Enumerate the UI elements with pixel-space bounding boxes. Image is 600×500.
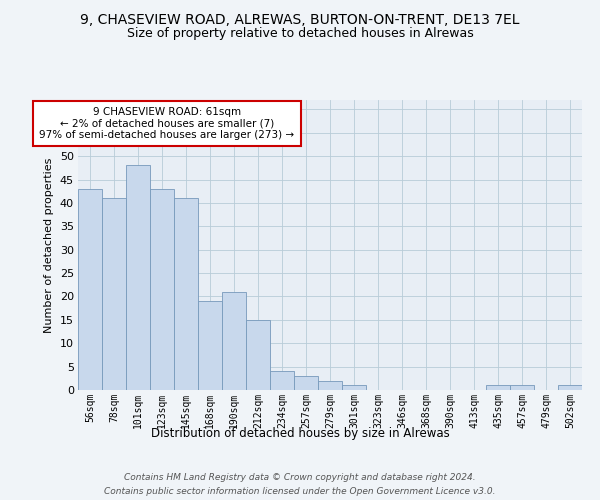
Bar bbox=[294, 376, 318, 390]
Bar bbox=[270, 372, 294, 390]
Bar bbox=[126, 166, 150, 390]
Text: 9, CHASEVIEW ROAD, ALREWAS, BURTON-ON-TRENT, DE13 7EL: 9, CHASEVIEW ROAD, ALREWAS, BURTON-ON-TR… bbox=[80, 12, 520, 26]
Text: Contains HM Land Registry data © Crown copyright and database right 2024.: Contains HM Land Registry data © Crown c… bbox=[124, 472, 476, 482]
Bar bbox=[150, 189, 174, 390]
Bar bbox=[486, 386, 510, 390]
Bar bbox=[222, 292, 246, 390]
Bar bbox=[342, 386, 366, 390]
Bar bbox=[246, 320, 270, 390]
Bar bbox=[558, 386, 582, 390]
Bar bbox=[78, 189, 102, 390]
Bar bbox=[102, 198, 126, 390]
Bar bbox=[510, 386, 534, 390]
Bar bbox=[174, 198, 198, 390]
Bar bbox=[198, 301, 222, 390]
Text: Size of property relative to detached houses in Alrewas: Size of property relative to detached ho… bbox=[127, 28, 473, 40]
Text: 9 CHASEVIEW ROAD: 61sqm
← 2% of detached houses are smaller (7)
97% of semi-deta: 9 CHASEVIEW ROAD: 61sqm ← 2% of detached… bbox=[39, 107, 295, 140]
Y-axis label: Number of detached properties: Number of detached properties bbox=[44, 158, 54, 332]
Text: Contains public sector information licensed under the Open Government Licence v3: Contains public sector information licen… bbox=[104, 488, 496, 496]
Bar bbox=[318, 380, 342, 390]
Text: Distribution of detached houses by size in Alrewas: Distribution of detached houses by size … bbox=[151, 428, 449, 440]
